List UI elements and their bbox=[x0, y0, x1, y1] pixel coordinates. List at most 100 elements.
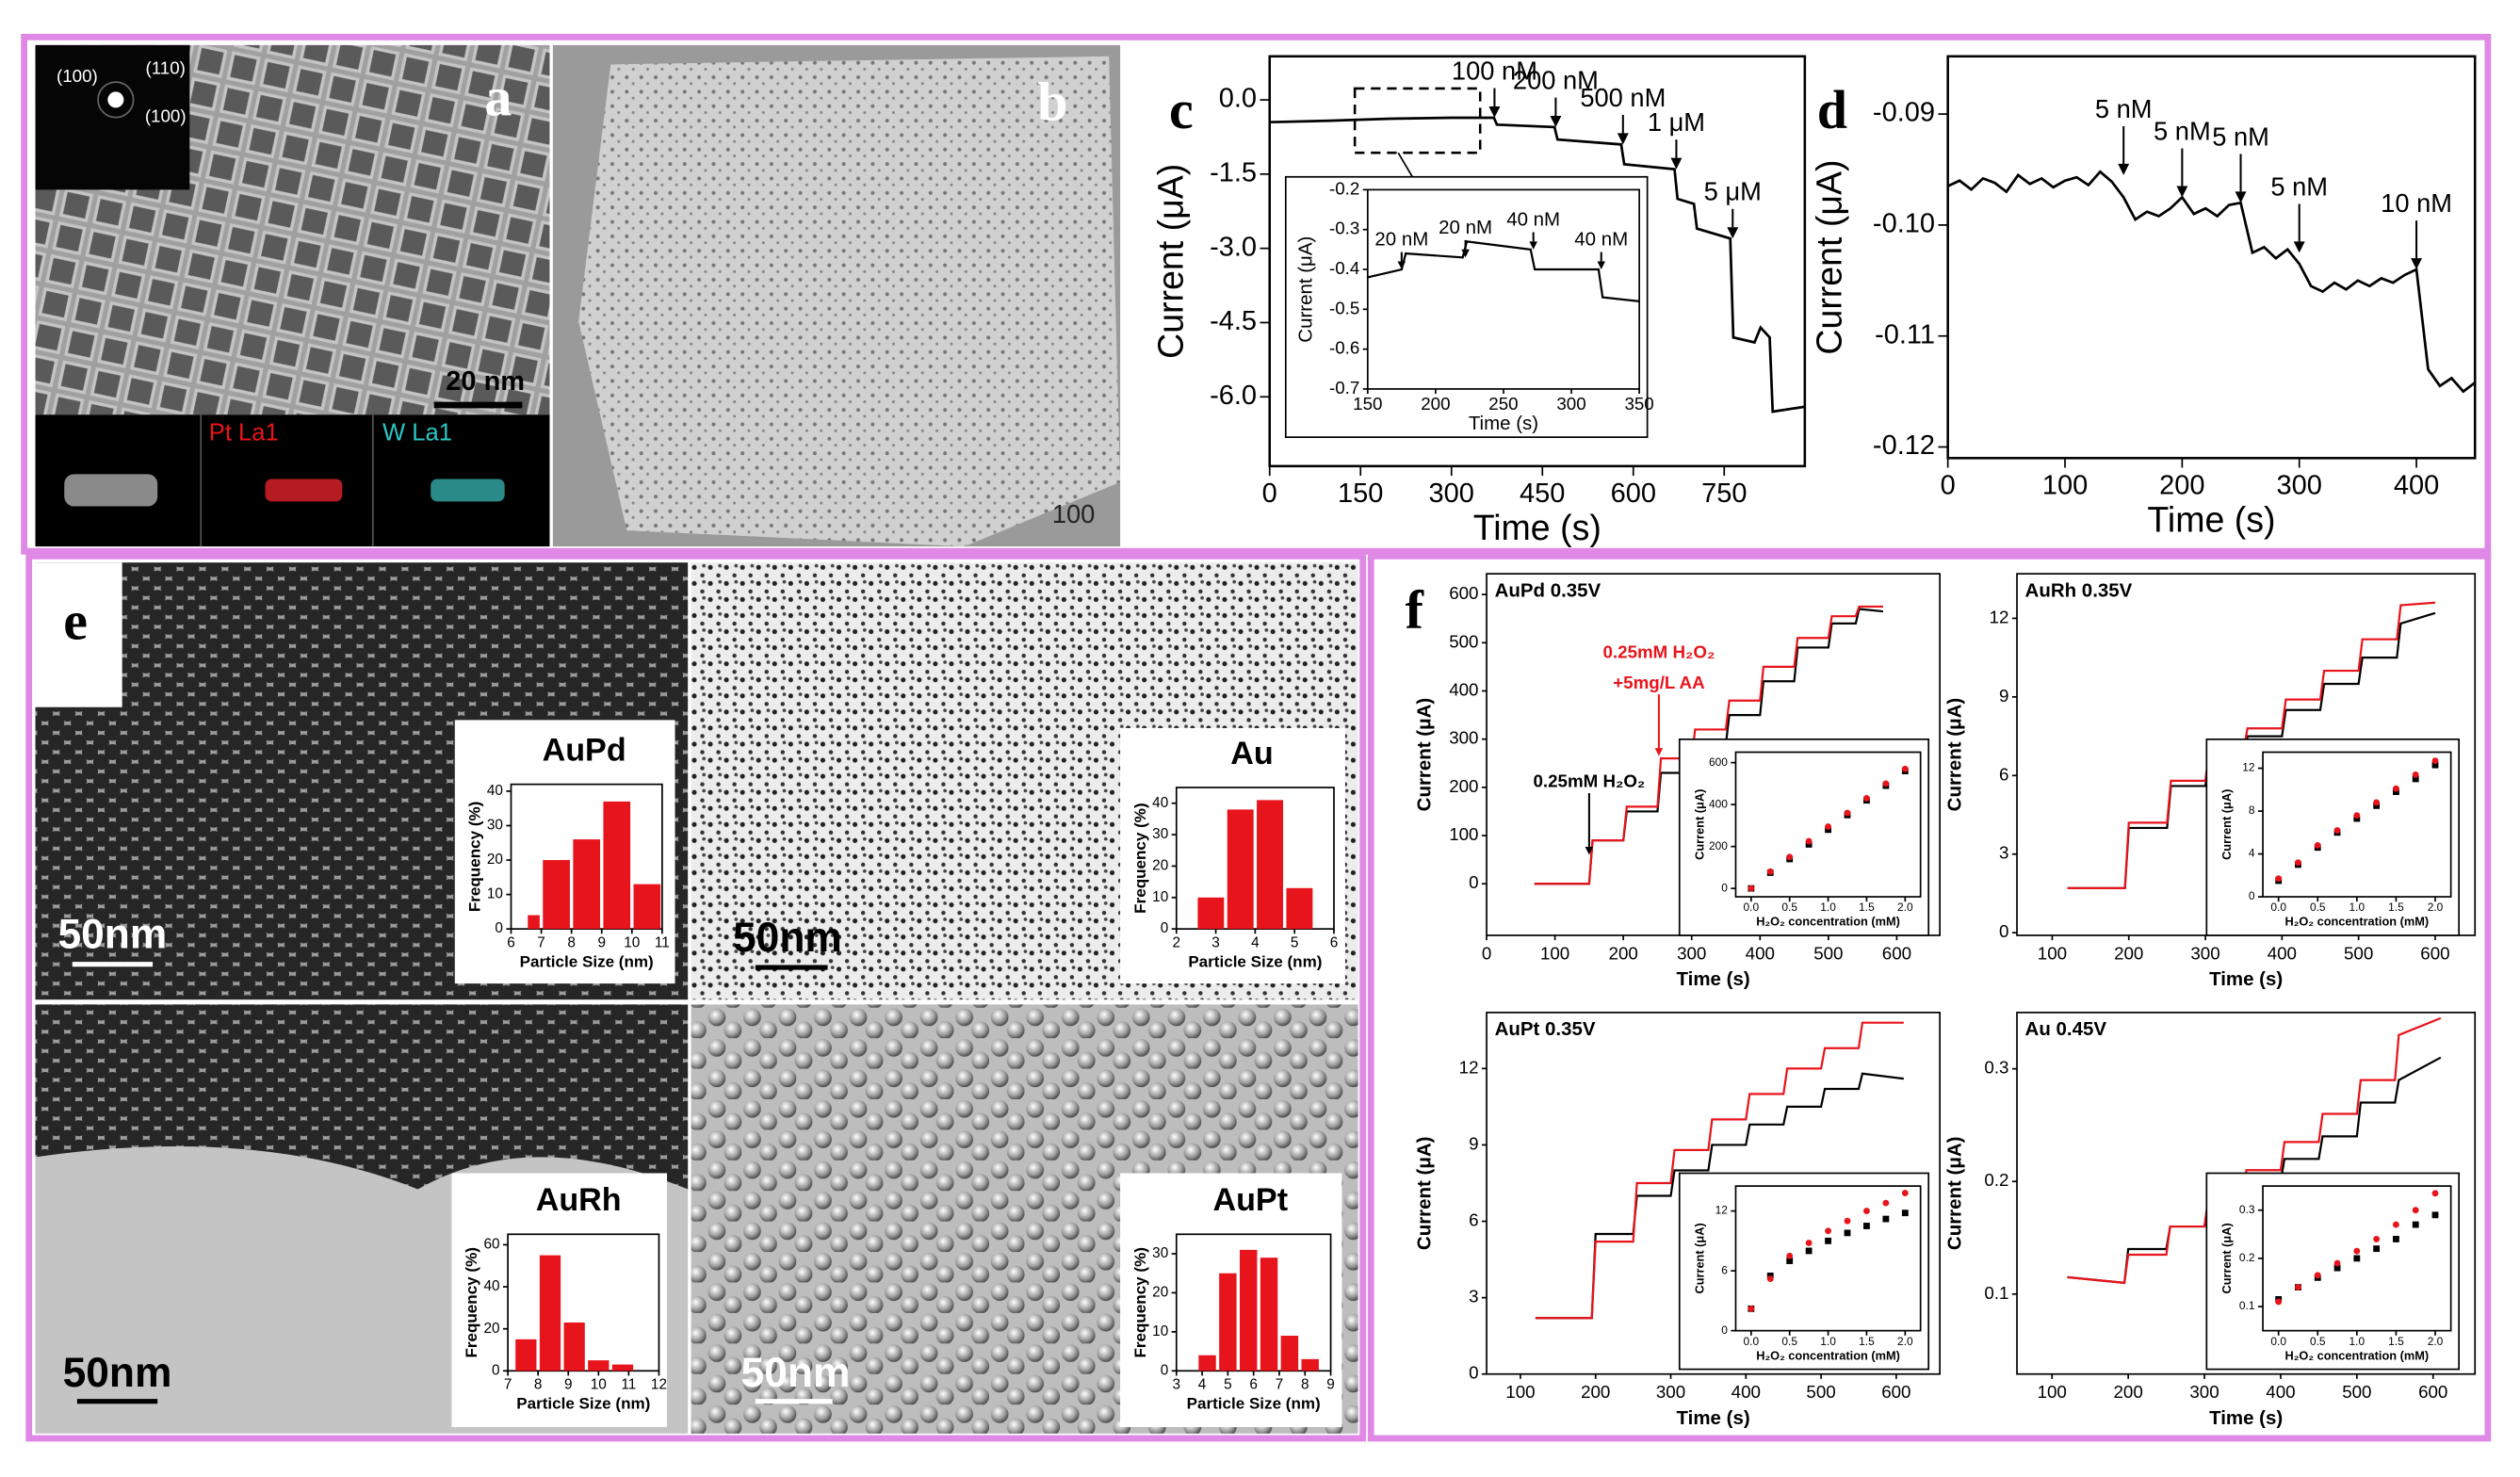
histogram-bar bbox=[1227, 809, 1254, 930]
y-tick-label: 40 bbox=[1152, 795, 1168, 811]
x-tick-label: 8 bbox=[534, 1377, 543, 1393]
x-tick-label: 400 bbox=[2268, 943, 2297, 963]
y-tick-label: 600 bbox=[1449, 583, 1478, 603]
scatter-point bbox=[1825, 1227, 1831, 1235]
x-tick-label: 300 bbox=[2189, 1382, 2219, 1402]
scatter-point bbox=[2393, 1221, 2399, 1228]
y-tick-label: 10 bbox=[1152, 889, 1168, 905]
y-tick-label: 0 bbox=[1161, 1362, 1169, 1378]
annotation: 100 nM bbox=[1452, 56, 1537, 85]
x-tick-label: 6 bbox=[1330, 935, 1339, 951]
scale-bar-label: 50nm bbox=[741, 1350, 851, 1396]
scatter-point bbox=[2431, 1211, 2439, 1219]
x-tick-label: 0.5 bbox=[2310, 901, 2326, 914]
y-tick-label: 0 bbox=[1999, 921, 2008, 941]
x-tick-label: 300 bbox=[1429, 479, 1474, 509]
plot-frame bbox=[1734, 751, 1922, 898]
inset-background bbox=[454, 720, 675, 984]
scale-bar-label: 100 bbox=[1052, 499, 1096, 528]
annotation-arrowhead bbox=[1617, 133, 1629, 145]
eds-label: Pt La1 bbox=[209, 419, 279, 446]
scatter-point bbox=[1882, 780, 1890, 787]
y-tick-label: 100 bbox=[1449, 824, 1478, 844]
x-axis-label: Particle Size (nm) bbox=[1187, 1395, 1321, 1413]
scatter-point bbox=[2412, 775, 2419, 783]
y-tick-label: -1.5 bbox=[1210, 158, 1257, 188]
scatter-point bbox=[2393, 785, 2399, 792]
zoom-connector bbox=[1397, 152, 1416, 181]
y-tick-label: 200 bbox=[1709, 839, 1728, 852]
x-tick-label: 500 bbox=[1813, 943, 1843, 963]
x-tick-label: 200 bbox=[2113, 1382, 2142, 1402]
histogram-bar bbox=[1197, 897, 1225, 930]
y-tick-label: 0 bbox=[1721, 1323, 1728, 1337]
y-tick-label: 8 bbox=[2249, 803, 2255, 817]
x-tick-label: 100 bbox=[2042, 471, 2088, 501]
y-tick-label: 30 bbox=[1152, 826, 1168, 842]
annotation: 5 nM bbox=[2154, 116, 2211, 145]
plot-frame bbox=[2016, 1012, 2477, 1375]
x-tick-label: 0.0 bbox=[2270, 1335, 2286, 1348]
y-tick-label: -0.3 bbox=[1329, 219, 1359, 238]
y-tick-label: -0.11 bbox=[1875, 319, 1935, 349]
panel-frame bbox=[25, 552, 1367, 1442]
fft-ring bbox=[97, 81, 135, 119]
y-tick-label: 0.3 bbox=[1984, 1058, 2008, 1078]
annotation-arrowhead bbox=[2235, 191, 2247, 203]
x-tick-label: 600 bbox=[1881, 1382, 1910, 1402]
panel-label: f bbox=[1406, 579, 1424, 641]
tem-particles bbox=[578, 56, 1121, 547]
y-tick-label: 20 bbox=[487, 852, 503, 868]
y-axis-label: Current (μA) bbox=[1150, 164, 1190, 359]
plot-frame bbox=[1366, 188, 1640, 390]
fft-label: (100) bbox=[57, 66, 98, 86]
x-tick-label: 300 bbox=[1556, 394, 1585, 414]
x-tick-label: 300 bbox=[1656, 1382, 1685, 1402]
y-tick-label: 12 bbox=[1990, 607, 2009, 626]
y-axis-label: Frequency (%) bbox=[1131, 1247, 1149, 1357]
x-tick-label: 0.5 bbox=[1781, 1335, 1797, 1348]
y-axis-label: Frequency (%) bbox=[1131, 803, 1149, 913]
annotation: 20 nM bbox=[1439, 217, 1492, 238]
y-axis-label: Current (μA) bbox=[1692, 1223, 1706, 1293]
scatter-point bbox=[1882, 1199, 1890, 1207]
x-tick-label: 1.5 bbox=[1859, 901, 1875, 914]
x-tick-label: 300 bbox=[2190, 943, 2219, 963]
x-tick-label: 8 bbox=[1301, 1377, 1309, 1393]
y-tick-label: -0.10 bbox=[1873, 209, 1935, 239]
y-tick-label: 0 bbox=[1469, 872, 1478, 892]
y-tick-label: -0.12 bbox=[1873, 430, 1935, 461]
x-tick-label: 500 bbox=[2342, 1382, 2371, 1402]
tem-particles bbox=[35, 1004, 689, 1190]
scale-bar-label: 20 nm bbox=[446, 366, 525, 397]
y-tick-label: 0.0 bbox=[1219, 84, 1257, 114]
y-tick-label: -0.7 bbox=[1329, 378, 1359, 398]
x-tick-label: 10 bbox=[624, 935, 640, 951]
panel-label: a bbox=[484, 67, 512, 128]
y-tick-label: 60 bbox=[483, 1237, 499, 1253]
x-axis-label: Particle Size (nm) bbox=[520, 952, 654, 970]
scatter-point bbox=[1786, 1252, 1794, 1259]
annotation: 20 nM bbox=[1374, 229, 1428, 251]
scatter-point bbox=[1805, 837, 1813, 845]
y-tick-label: 40 bbox=[483, 1278, 499, 1294]
y-tick-label: 0.3 bbox=[2239, 1203, 2255, 1216]
x-tick-label: 2.0 bbox=[2428, 1335, 2444, 1348]
y-tick-label: 0.1 bbox=[2239, 1299, 2255, 1312]
x-axis-label: Particle Size (nm) bbox=[516, 1395, 650, 1413]
fft-label: (110) bbox=[146, 57, 186, 77]
x-tick-label: 400 bbox=[2266, 1382, 2295, 1402]
x-axis-label: H₂O₂ concentration (mM) bbox=[1756, 1348, 1900, 1362]
x-tick-label: 400 bbox=[2394, 471, 2439, 501]
histogram-bar bbox=[1280, 1336, 1299, 1372]
x-tick-label: 2.0 bbox=[1897, 901, 1913, 914]
histogram-bar bbox=[633, 884, 661, 930]
x-tick-label: 1.0 bbox=[2349, 901, 2366, 914]
x-tick-label: 6 bbox=[1249, 1377, 1258, 1393]
chart-title: AuPd 0.35V bbox=[1495, 579, 1601, 601]
x-tick-label: 100 bbox=[1540, 943, 1569, 963]
inset-background bbox=[1284, 175, 1649, 438]
annotation-arrowhead bbox=[1397, 261, 1406, 270]
scatter-point bbox=[2333, 1264, 2341, 1272]
